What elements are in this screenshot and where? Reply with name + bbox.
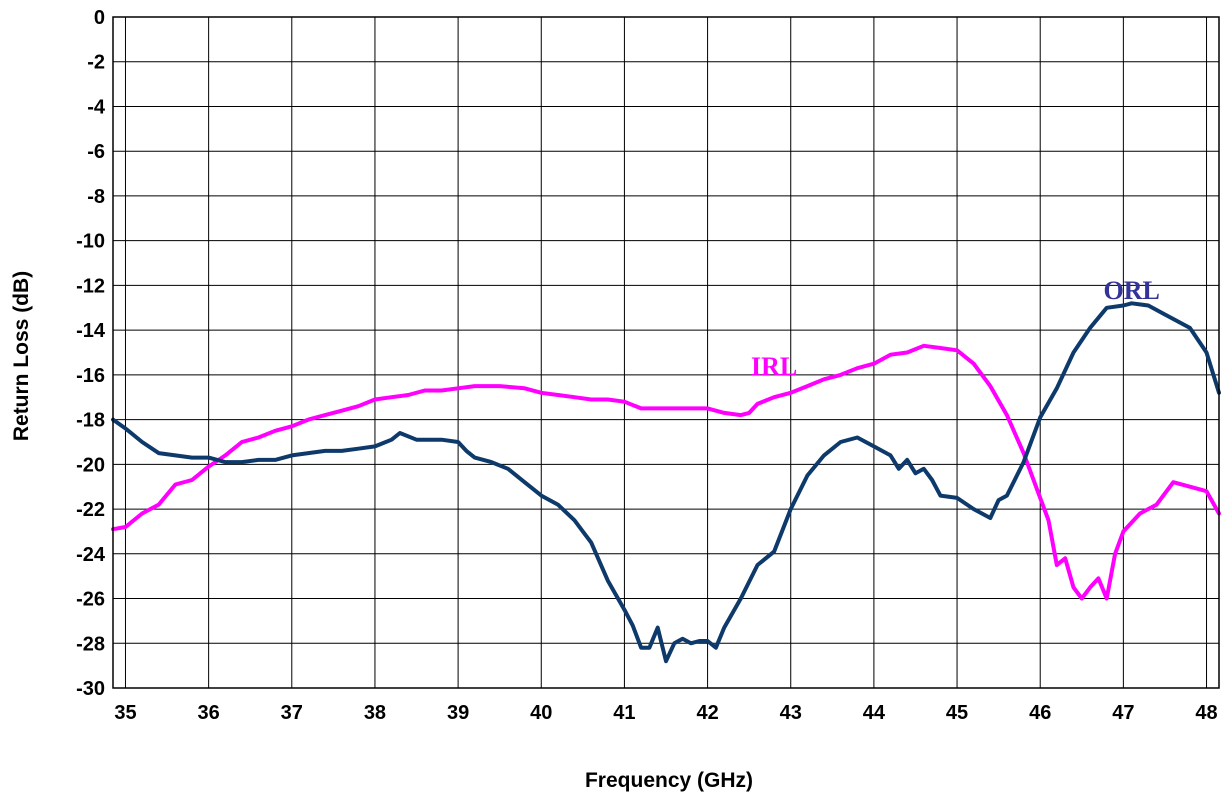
y-tick-label: -6 (87, 141, 105, 163)
x-tick-label: 43 (780, 702, 802, 724)
x-tick-label: 42 (696, 702, 718, 724)
y-tick-label: -2 (87, 52, 105, 74)
x-tick-label: 40 (530, 702, 552, 724)
y-axis-title: Return Loss (dB) (10, 271, 33, 441)
x-tick-label: 39 (447, 702, 469, 724)
x-tick-label: 47 (1112, 702, 1134, 724)
x-tick-label: 38 (364, 702, 386, 724)
y-tick-label: -24 (76, 544, 106, 566)
orl-series-label: ORL (1104, 276, 1160, 305)
axis-ticks: 0 -2 -4 -6 -8 -10 -12 -14 -16 -18 -20 -22 -24 -26 -28 -… (76, 7, 1218, 724)
y-tick-label: -30 (76, 678, 105, 700)
y-tick-label: -14 (76, 320, 106, 342)
y-tick-label: -18 (76, 410, 105, 432)
x-tick-label: 45 (946, 702, 968, 724)
irl-series-label: IRL (751, 352, 797, 381)
y-tick-label: -12 (76, 275, 105, 297)
grid-lines (113, 16, 1219, 689)
y-tick-label: -4 (87, 96, 106, 118)
y-tick-label: -16 (76, 365, 105, 387)
x-tick-label: 48 (1195, 702, 1217, 724)
x-tick-label: 36 (198, 702, 220, 724)
series-line-orl (111, 301, 1221, 664)
y-tick-label: -20 (76, 454, 105, 476)
x-tick-label: 46 (1029, 702, 1051, 724)
y-tick-label: -26 (76, 589, 105, 611)
y-tick-label: -10 (76, 231, 105, 253)
series-line-irl (111, 343, 1221, 601)
plot-area-frame (112, 16, 1220, 689)
y-tick-label: 0 (94, 7, 105, 29)
y-tick-label: -28 (76, 633, 105, 655)
y-tick-label: -22 (76, 499, 105, 521)
x-tick-label: 44 (863, 702, 886, 724)
data-series (111, 301, 1221, 664)
y-tick-label: -8 (87, 186, 105, 208)
x-tick-label: 37 (281, 702, 303, 724)
x-tick-label: 35 (114, 702, 136, 724)
x-tick-label: 41 (613, 702, 635, 724)
x-axis-title: Frequency (GHz) (585, 769, 753, 792)
